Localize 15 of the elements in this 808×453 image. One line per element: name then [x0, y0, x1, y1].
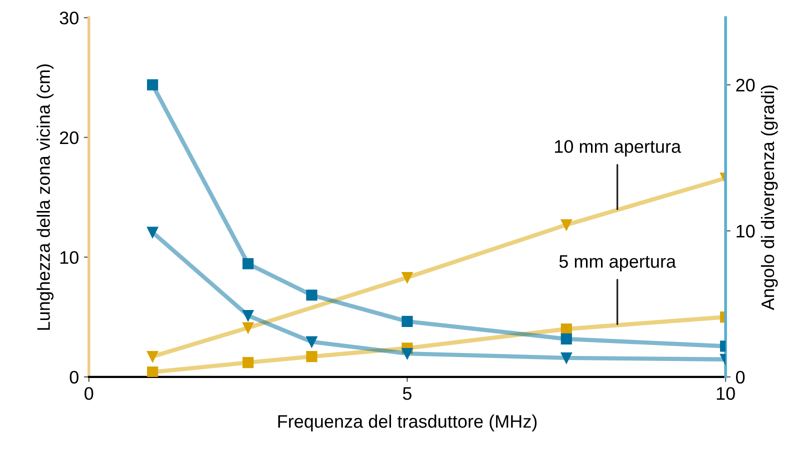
annotation: 10 mm apertura [555, 140, 682, 156]
y2-tick-label: 0 [736, 370, 745, 384]
y-tick-label: 30 [60, 12, 78, 24]
y2-axis-title: Angolo di divergenza (gradi) [760, 85, 778, 310]
x-tick-label: 10 [716, 387, 735, 400]
annotation: 5 mm apertura [559, 255, 676, 272]
x-axis-title: Frequenza del trasduttore (MHz) [278, 414, 537, 432]
y2-tick-label: 10 [736, 224, 755, 238]
y-tick-label: 20 [60, 131, 78, 144]
x-tick-label: 5 [402, 387, 412, 400]
y-tick-label: 10 [60, 251, 78, 264]
y-tick-label: 0 [70, 370, 78, 384]
y2-tick-label: 20 [736, 78, 755, 92]
y-axis-title: Lunghezza della zona vicina (cm) [36, 64, 54, 330]
x-tick-label: 0 [84, 387, 94, 400]
